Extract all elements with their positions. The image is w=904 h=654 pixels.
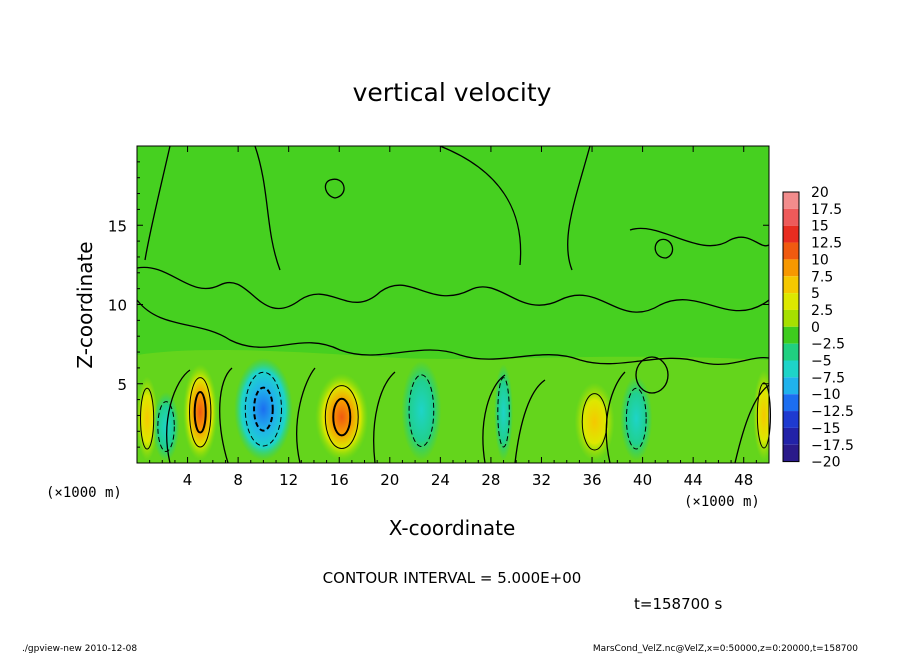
- colorbar-segment: [783, 259, 799, 277]
- colorbar-segment: [783, 360, 799, 378]
- colorbar-label: 7.5: [811, 269, 833, 285]
- colorbar-label: 15: [811, 219, 829, 235]
- footer-left: ./gpview-new 2010-12-08: [22, 644, 137, 654]
- colorbar-label: 0: [811, 320, 820, 336]
- colorbar-segment: [783, 293, 799, 310]
- colorbar-segment: [783, 411, 799, 428]
- colorbar-segment: [783, 242, 799, 260]
- velocity-cell: [152, 391, 180, 462]
- colorbar-segment: [783, 309, 799, 327]
- contour-ring: [581, 393, 608, 451]
- x-tick-label: 32: [532, 471, 551, 489]
- velocity-cell: [234, 357, 293, 461]
- contour-ring-inner: [193, 391, 207, 434]
- x-unit-left: (×1000 m): [46, 485, 122, 501]
- lower-band: [137, 349, 769, 463]
- x-tick-label: 44: [684, 471, 703, 489]
- colorbar-segment: [783, 377, 799, 395]
- colorbar-label: −5: [811, 354, 832, 370]
- colorbar-segment: [783, 276, 799, 294]
- x-tick-label: 12: [279, 471, 298, 489]
- colorbar-label: −15: [811, 421, 841, 437]
- colorbar: 2017.51512.5107.552.50−2.5−5−7.5−10−12.5…: [782, 185, 854, 471]
- contour-ring: [189, 377, 212, 448]
- chart-title: vertical velocity: [353, 78, 552, 107]
- contour-ring: [408, 374, 435, 447]
- velocity-cell: [574, 382, 615, 461]
- x-tick-label: 8: [233, 471, 243, 489]
- y-tick-label: 10: [108, 297, 127, 315]
- colorbar-segment: [783, 326, 799, 344]
- contour-ring-inner: [332, 397, 352, 437]
- velocity-cell: [753, 370, 769, 461]
- colorbar-label: −12.5: [811, 404, 854, 420]
- contour-ring: [244, 371, 283, 447]
- colorbar-label: −17.5: [811, 438, 854, 454]
- contour-ring: [324, 385, 359, 449]
- colorbar-label: 12.5: [811, 236, 842, 252]
- colorbar-label: −7.5: [811, 370, 845, 386]
- colorbar-segment: [783, 427, 799, 445]
- y-tick-label: 5: [117, 376, 127, 394]
- colorbar-label: 2.5: [811, 303, 833, 319]
- colorbar-label: −10: [811, 387, 841, 403]
- cells-layer: [137, 357, 769, 462]
- colorbar-segment: [783, 444, 799, 462]
- contour-ring: [497, 377, 510, 448]
- velocity-cell: [401, 361, 442, 461]
- x-axis-label: X-coordinate: [389, 516, 516, 540]
- x-tick-label: 40: [633, 471, 652, 489]
- colorbar-label: −20: [811, 455, 841, 471]
- contour-ring: [625, 387, 647, 450]
- y-axis: 5 10 15: [108, 161, 769, 448]
- time-label: t=158700 s: [634, 595, 722, 613]
- colorbar-label: 5: [811, 286, 820, 302]
- x-tick-label: 24: [431, 471, 450, 489]
- velocity-cell: [620, 376, 653, 461]
- x-tick-label: 36: [582, 471, 601, 489]
- colorbar-segment: [783, 192, 799, 209]
- plot-area: [137, 146, 769, 463]
- colorbar-segment: [783, 225, 799, 243]
- x-tick-label: 28: [481, 471, 500, 489]
- contour-ring-inner: [253, 386, 274, 432]
- colorbar-label: 20: [811, 185, 829, 201]
- x-tick-label: 20: [380, 471, 399, 489]
- colorbar-segment: [783, 394, 799, 412]
- footer-right: MarsCond_VelZ.nc@VelZ,x=0:50000,z=0:2000…: [593, 644, 858, 654]
- velocity-cell: [315, 373, 369, 461]
- colorbar-segment: [783, 208, 799, 226]
- colorbar-frame: [782, 191, 800, 463]
- contour-lines: [137, 146, 769, 463]
- colorbar-segment: [783, 343, 799, 361]
- contour-ring: [157, 401, 175, 452]
- x-tick-label: 48: [734, 471, 753, 489]
- x-tick-label: 16: [330, 471, 349, 489]
- x-unit-right: (×1000 m): [684, 494, 760, 510]
- velocity-cell: [182, 364, 218, 461]
- contour-ring: [140, 387, 155, 450]
- contour-ring: [756, 382, 772, 449]
- x-tick-label: 4: [183, 471, 193, 489]
- y-tick-label: 15: [108, 217, 127, 235]
- contour-interval-label: CONTOUR INTERVAL = 5.000E+00: [323, 569, 582, 587]
- y-axis-label: Z-coordinate: [73, 241, 97, 368]
- velocity-cell: [494, 364, 513, 461]
- colorbar-label: −2.5: [811, 337, 845, 353]
- contour-rings: [140, 371, 772, 452]
- colorbar-label: 10: [811, 252, 829, 268]
- colorbar-label: 17.5: [811, 202, 842, 218]
- x-axis: 4 8 12 16 20 24 28 32 36 40 44 48: [149, 146, 757, 489]
